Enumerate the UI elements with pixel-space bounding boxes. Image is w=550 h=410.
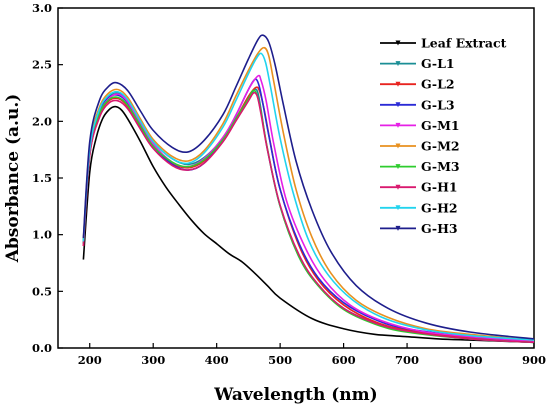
series-layer [82,34,535,344]
y-tick-label: 0.0 [32,341,52,355]
x-tick-label: 400 [205,353,229,367]
legend-marker-icon [395,143,401,149]
y-axis-title: Absorbance (a.u.) [3,94,23,264]
legend-marker-icon [395,225,401,231]
legend-entry-g-l1: G-L1 [380,56,455,71]
series-line-g-h2 [82,52,535,341]
series-line-g-l3 [82,78,535,342]
x-axis-title: Wavelength (nm) [213,385,377,405]
y-tick-label: 2.5 [32,58,52,72]
x-tick-label: 700 [395,353,419,367]
legend: Leaf Extract G-L1 G-L2 G-L3 G-M1 G-M2 G-M3 G-H1… [380,36,507,236]
x-tick-label: 600 [332,353,356,367]
legend-entry-g-m2: G-M2 [380,139,460,154]
legend-label: G-M2 [421,139,460,154]
legend-label: G-L1 [421,56,455,71]
legend-entry-g-h2: G-H2 [380,200,458,215]
series-line-g-h1 [82,91,535,344]
legend-marker-icon [395,164,401,170]
series-line-g-h3 [82,34,535,340]
legend-entry-leaf-extract: Leaf Extract [380,36,507,51]
axes-layer: 200 300 400 500 600 700 800 900 0.0 0.5 1.0 1.5 2.0 2… [32,1,546,367]
y-tick-label: 0.5 [32,284,52,298]
legend-marker-icon [395,205,401,211]
plot-frame [57,7,535,349]
y-tick-label: 2.0 [32,114,52,128]
legend-marker-icon [395,81,401,87]
legend-marker-icon [395,61,401,67]
legend-marker-icon [395,40,401,46]
x-tick-label: 300 [141,353,165,367]
x-tick-label: 800 [459,353,483,367]
y-tick-label: 3.0 [32,1,52,15]
legend-entry-g-h3: G-H3 [380,221,458,236]
series-line-g-l2 [82,86,535,342]
legend-label: G-L3 [421,97,455,112]
y-tick-label: 1.0 [32,228,52,242]
legend-label: Leaf Extract [421,36,507,51]
x-tick-label: 500 [268,353,292,367]
legend-label: G-M1 [421,118,460,133]
legend-entry-g-m3: G-M3 [380,159,460,174]
legend-entry-g-l3: G-L3 [380,97,455,112]
y-tick-label: 1.5 [32,171,52,185]
legend-entry-g-m1: G-M1 [380,118,460,133]
legend-label: G-M3 [421,159,460,174]
legend-marker-icon [395,122,401,128]
legend-label: G-H3 [421,221,458,236]
series-line-g-m1 [82,74,535,342]
legend-marker-icon [395,102,401,108]
legend-label: G-L2 [421,77,455,92]
legend-entry-g-h1: G-H1 [380,180,458,195]
legend-entry-g-l2: G-L2 [380,77,455,92]
x-tick-label: 900 [522,353,546,367]
legend-label: G-H1 [421,180,458,195]
legend-label: G-H2 [421,200,458,215]
legend-marker-icon [395,184,401,190]
series-line-leaf-extract [82,105,535,344]
x-tick-label: 200 [78,353,102,367]
series-line-g-m2 [82,46,535,341]
series-line-g-m3 [82,89,535,344]
